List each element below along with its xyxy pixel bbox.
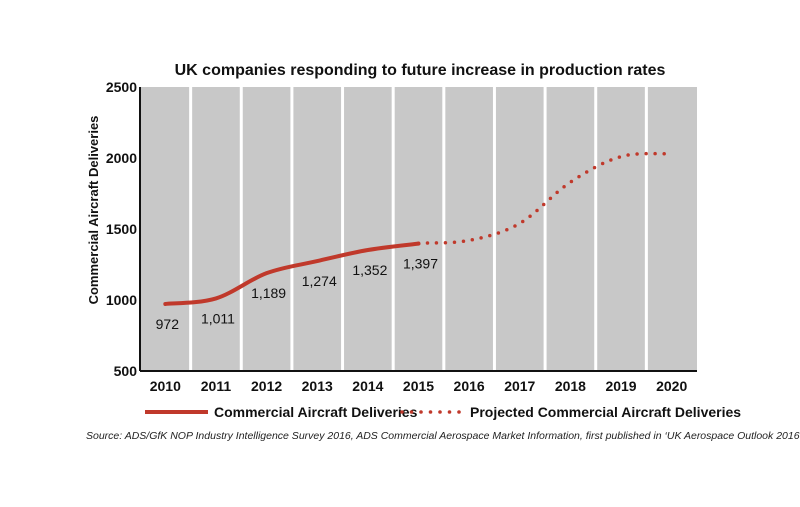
legend-label-projected: Projected Commercial Aircraft Deliveries: [470, 404, 741, 420]
x-tick-label: 2012: [251, 378, 282, 394]
x-tick-label: 2020: [656, 378, 687, 394]
legend-dot: [409, 410, 414, 414]
data-labels: 972 1,011 1,189 1,274 1,352 1,397: [156, 256, 439, 332]
legend-dot: [428, 410, 433, 414]
legend-dot: [438, 410, 442, 414]
data-label: 1,189: [251, 285, 286, 301]
x-tick-label: 2016: [454, 378, 485, 394]
chart-title: UK companies responding to future increa…: [175, 62, 666, 79]
series: [163, 151, 674, 306]
series-line-actual: [163, 241, 421, 306]
data-label: 1,397: [403, 256, 438, 272]
data-label: 1,011: [201, 310, 235, 326]
x-tick-label: 2015: [403, 378, 434, 394]
y-axis-label: Commercial Aircraft Deliveries: [86, 116, 101, 305]
data-label: 1,274: [302, 273, 337, 289]
data-label: 1,352: [352, 262, 387, 278]
axes: [139, 87, 697, 372]
y-tick-label: 500: [114, 363, 138, 379]
x-tick-label: 2013: [302, 378, 333, 394]
x-tick-label: 2011: [201, 378, 232, 394]
x-ticks: 2010 2011 2012 2013 2014 2015 2016 2017 2018 2019…: [150, 378, 688, 394]
legend-dot: [447, 410, 452, 414]
x-tick-label: 2019: [605, 378, 636, 394]
x-tick-label: 2010: [150, 378, 181, 394]
legend-dot: [457, 410, 461, 414]
y-tick-label: 1500: [106, 221, 137, 237]
y-ticks: 2500 2000 1500 1000 500: [106, 79, 137, 379]
y-tick-label: 1000: [106, 292, 137, 308]
data-label: 972: [156, 316, 180, 332]
legend-label-actual: Commercial Aircraft Deliveries: [214, 404, 418, 420]
legend-dot: [400, 410, 404, 414]
plot-background: [140, 87, 697, 371]
gridlines: [189, 87, 648, 371]
legend: Commercial Aircraft Deliveries Projected…: [145, 404, 741, 420]
source-note: Source: ADS/GfK NOP Industry Intelligenc…: [86, 430, 800, 442]
x-tick-label: 2017: [504, 378, 535, 394]
y-tick-label: 2000: [106, 150, 137, 166]
y-tick-label: 2500: [106, 79, 137, 95]
legend-dot: [419, 410, 423, 414]
legend-dotted-swatch: [400, 410, 461, 414]
x-tick-label: 2014: [352, 378, 383, 394]
x-tick-label: 2018: [555, 378, 586, 394]
